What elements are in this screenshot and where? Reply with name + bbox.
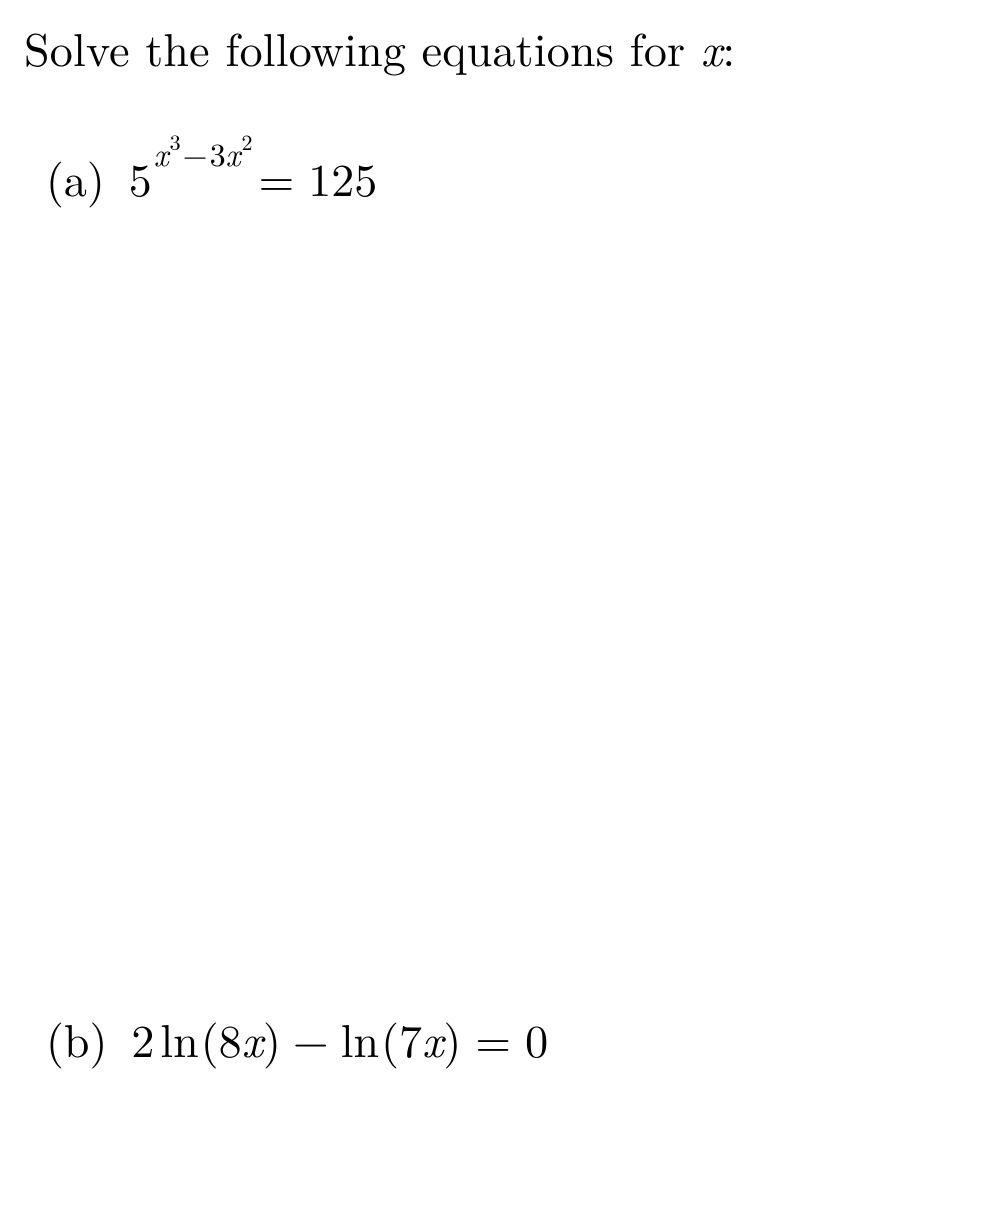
exp-term2: 3x2 (210, 131, 253, 176)
item-a-rhs: 125 (308, 145, 377, 210)
item-b-equation: 2 ln ( 8 x ) − ln ( 7 x ) = 0 (131, 1006, 548, 1071)
b-arg2-open: ( (381, 1006, 399, 1071)
item-a-exponent: x3 − 3x2 (154, 131, 253, 176)
b-arg1-close: ) (263, 1006, 281, 1071)
b-arg1-coef: 8 (219, 1006, 242, 1071)
exp-term2-coef: 3 (210, 131, 226, 176)
prompt-text-pre: Solve the following equations for (24, 15, 701, 80)
item-a-equals: = (258, 145, 294, 210)
b-arg2-close: ) (443, 1006, 461, 1071)
b-equals: = (475, 1006, 511, 1071)
problem-items: (a) 5 x3 − 3x2 = 125 (24, 145, 974, 1071)
item-a-equation: 5 x3 − 3x2 = 125 (129, 145, 377, 210)
b-arg2-var: x (422, 1006, 443, 1071)
item-b: (b) 2 ln ( 8 x ) − ln ( 7 x ) = 0 (46, 1006, 974, 1071)
prompt-text-post: : (722, 15, 735, 80)
exp-term2-var: x (226, 131, 241, 176)
prompt-variable-x: x (701, 15, 723, 80)
exp-term2-pow: 2 (241, 126, 252, 157)
item-a: (a) 5 x3 − 3x2 = 125 (46, 145, 974, 210)
b-arg1-open: ( (201, 1006, 219, 1071)
page: Solve the following equations for x: (a)… (0, 0, 998, 1224)
item-a-label: (a) (46, 145, 105, 210)
exp-minus: − (183, 131, 208, 176)
exp-term1-var: x (154, 131, 169, 176)
exp-term1-pow: 3 (170, 126, 181, 157)
b-minus: − (293, 1006, 329, 1071)
exp-term1: x3 (154, 131, 181, 176)
item-a-base: 5 (129, 155, 152, 201)
b-fn1: ln (160, 1006, 198, 1071)
b-fn2: ln (341, 1006, 379, 1071)
item-b-label: (b) (46, 1006, 107, 1071)
b-coef: 2 (131, 1006, 154, 1071)
b-arg2-coef: 7 (399, 1006, 422, 1071)
problem-prompt: Solve the following equations for x: (24, 20, 974, 75)
item-a-power: 5 x3 − 3x2 (129, 155, 253, 201)
b-arg1-var: x (242, 1006, 263, 1071)
b-rhs: 0 (525, 1006, 548, 1071)
